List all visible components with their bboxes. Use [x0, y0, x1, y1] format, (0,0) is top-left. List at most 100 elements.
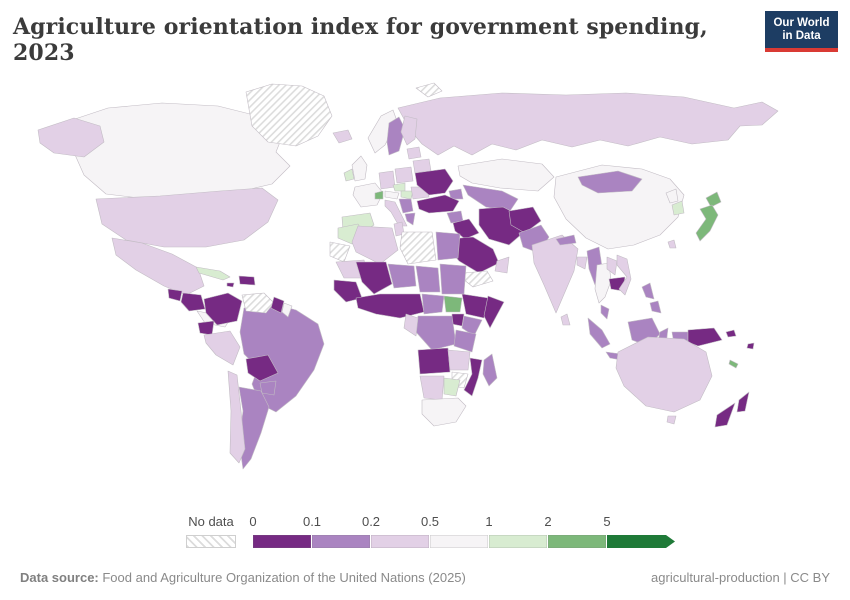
- map-region[interactable]: [180, 292, 206, 312]
- map-region[interactable]: [482, 353, 498, 387]
- map-region[interactable]: [439, 263, 467, 295]
- map-region[interactable]: [443, 377, 461, 397]
- map-region[interactable]: [555, 234, 577, 246]
- map-region[interactable]: [667, 239, 677, 249]
- map-region[interactable]: [494, 256, 510, 274]
- legend-segment[interactable]: [489, 535, 547, 548]
- map-region[interactable]: [197, 320, 215, 336]
- map-region[interactable]: [343, 168, 355, 182]
- map-region[interactable]: [403, 313, 419, 337]
- map-region[interactable]: [641, 282, 655, 300]
- map-region[interactable]: [412, 158, 432, 174]
- map-region[interactable]: [666, 415, 677, 425]
- map-region[interactable]: [374, 190, 384, 200]
- map-region[interactable]: [111, 237, 205, 296]
- license-link[interactable]: agricultural-production | CC BY: [651, 570, 830, 585]
- map-region[interactable]: [404, 212, 416, 226]
- map-region[interactable]: [399, 231, 437, 265]
- map-region[interactable]: [414, 168, 454, 196]
- map-region[interactable]: [95, 187, 279, 248]
- no-data-swatch[interactable]: [186, 535, 236, 548]
- map-region[interactable]: [448, 188, 464, 200]
- map-region[interactable]: [463, 357, 483, 397]
- map-region[interactable]: [416, 194, 460, 214]
- map-region[interactable]: [245, 83, 333, 147]
- map-region[interactable]: [461, 293, 489, 319]
- map-region[interactable]: [398, 198, 414, 214]
- map-region[interactable]: [238, 275, 256, 286]
- legend-segment[interactable]: [253, 535, 311, 548]
- map-region[interactable]: [736, 391, 750, 413]
- map-region[interactable]: [577, 170, 643, 194]
- map-region[interactable]: [37, 117, 105, 158]
- map-region[interactable]: [451, 313, 465, 327]
- map-region[interactable]: [560, 313, 571, 326]
- map-region[interactable]: [333, 279, 363, 303]
- map-region[interactable]: [421, 397, 467, 427]
- map-region[interactable]: [483, 295, 505, 329]
- map-region[interactable]: [725, 329, 737, 338]
- map-region[interactable]: [397, 92, 779, 156]
- map-region[interactable]: [576, 256, 588, 270]
- map-region[interactable]: [406, 146, 422, 160]
- map-region[interactable]: [615, 336, 713, 413]
- map-region[interactable]: [355, 261, 393, 295]
- map-region[interactable]: [415, 265, 441, 293]
- map-region[interactable]: [384, 190, 400, 200]
- map-region[interactable]: [616, 254, 632, 296]
- map-region[interactable]: [351, 155, 368, 182]
- map-region[interactable]: [203, 330, 241, 366]
- map-region[interactable]: [457, 158, 555, 192]
- legend-segment[interactable]: [371, 535, 429, 548]
- map-region[interactable]: [355, 293, 425, 319]
- map-region[interactable]: [241, 292, 275, 314]
- map-region[interactable]: [419, 375, 445, 401]
- map-region[interactable]: [167, 288, 183, 302]
- map-region[interactable]: [531, 234, 579, 314]
- map-region[interactable]: [386, 116, 406, 156]
- map-region[interactable]: [705, 191, 722, 208]
- map-region[interactable]: [227, 370, 246, 464]
- map-region[interactable]: [351, 225, 399, 265]
- map-region[interactable]: [746, 342, 755, 350]
- map-region[interactable]: [394, 166, 414, 184]
- map-region[interactable]: [443, 295, 463, 313]
- map-region[interactable]: [462, 270, 494, 288]
- map-region[interactable]: [332, 129, 353, 144]
- map-region[interactable]: [687, 327, 723, 347]
- map-region[interactable]: [417, 347, 451, 375]
- map-region[interactable]: [329, 241, 351, 263]
- map-region[interactable]: [508, 206, 542, 234]
- map-region[interactable]: [415, 82, 443, 98]
- map-region[interactable]: [352, 182, 384, 208]
- map-region[interactable]: [195, 266, 231, 281]
- legend-segment[interactable]: [607, 535, 675, 548]
- map-region[interactable]: [238, 386, 270, 470]
- map-region[interactable]: [270, 296, 285, 314]
- map-region[interactable]: [714, 402, 736, 428]
- map-region[interactable]: [387, 263, 417, 289]
- map-region[interactable]: [281, 302, 293, 318]
- map-region[interactable]: [453, 329, 477, 353]
- map-region[interactable]: [421, 293, 445, 315]
- map-region[interactable]: [695, 204, 719, 242]
- map-region[interactable]: [665, 188, 679, 204]
- map-region[interactable]: [728, 359, 739, 369]
- map-region[interactable]: [447, 349, 471, 371]
- map-region[interactable]: [245, 354, 279, 382]
- legend-segment[interactable]: [430, 535, 488, 548]
- map-region[interactable]: [415, 315, 457, 351]
- legend-segment[interactable]: [312, 535, 370, 548]
- map-region[interactable]: [600, 304, 610, 320]
- legend-segment[interactable]: [548, 535, 606, 548]
- map-region[interactable]: [378, 170, 396, 190]
- map-region[interactable]: [259, 380, 277, 396]
- owid-logo[interactable]: Our World in Data: [765, 11, 838, 52]
- map-region[interactable]: [400, 115, 418, 146]
- map-region[interactable]: [671, 200, 685, 216]
- map-region[interactable]: [65, 102, 291, 200]
- map-region[interactable]: [587, 317, 611, 349]
- map-region[interactable]: [606, 256, 618, 276]
- map-region[interactable]: [384, 199, 408, 227]
- map-region[interactable]: [435, 231, 461, 261]
